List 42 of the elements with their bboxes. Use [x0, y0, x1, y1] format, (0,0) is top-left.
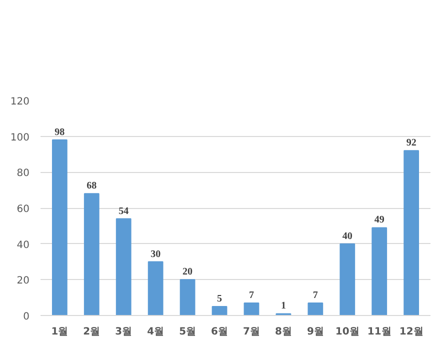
data-label: 49: [374, 214, 384, 226]
x-tick-label: 12월: [399, 326, 424, 338]
x-tick-label: 1월: [51, 326, 68, 338]
x-tick-label: 2월: [83, 326, 100, 338]
x-tick-label: 6월: [211, 326, 228, 338]
data-label: 68: [86, 180, 97, 192]
bar: [340, 243, 356, 316]
bar: [404, 150, 420, 316]
x-tick-label: 5월: [179, 326, 196, 338]
data-label: 92: [406, 138, 416, 149]
x-tick-label: 11월: [367, 326, 392, 338]
bar: [148, 261, 164, 316]
data-label: 54: [118, 206, 129, 217]
bar: [84, 193, 100, 316]
data-label: 30: [150, 248, 161, 260]
x-tick-label: 7월: [243, 326, 260, 338]
data-label: 5: [217, 294, 222, 305]
bar: [244, 302, 260, 316]
y-tick-label: 80: [16, 168, 30, 180]
x-tick-label: 3월: [115, 326, 132, 338]
y-tick-label: 120: [10, 96, 30, 108]
data-label: 1: [280, 300, 286, 312]
data-label: 98: [54, 126, 65, 138]
data-label: 7: [248, 290, 254, 301]
data-label: 20: [182, 266, 193, 278]
y-tick-label: 0: [23, 312, 30, 322]
bar: [372, 227, 388, 316]
x-tick-label: 10월: [335, 326, 360, 338]
y-tick-label: 20: [16, 276, 30, 287]
data-label: 7: [312, 290, 318, 301]
y-tick-label: 60: [16, 204, 30, 215]
x-tick-label: 4월: [147, 326, 164, 338]
bar: [52, 139, 68, 316]
data-label: 40: [342, 230, 352, 242]
bar: [116, 218, 132, 316]
bar: [180, 279, 196, 316]
bar: [212, 306, 228, 316]
x-tick-label: 9월: [306, 326, 324, 338]
y-tick-label: 40: [16, 240, 30, 251]
y-tick-label: 100: [10, 132, 30, 144]
bar: [308, 302, 324, 316]
x-tick-label: 8월: [274, 326, 292, 338]
